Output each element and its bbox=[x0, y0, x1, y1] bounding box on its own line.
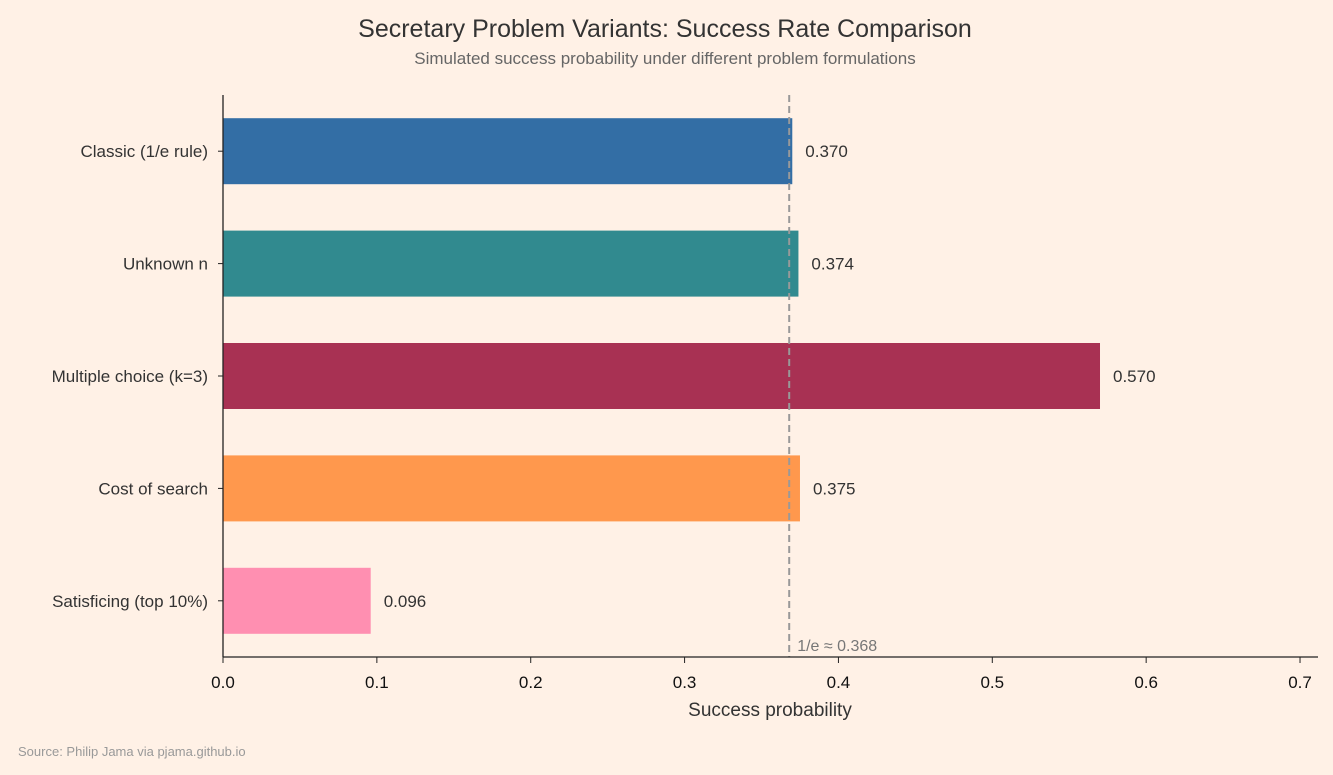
source-note: Source: Philip Jama via pjama.github.io bbox=[18, 744, 246, 759]
y-tick-label: Unknown n bbox=[123, 255, 208, 274]
x-tick-label: 0.7 bbox=[1288, 673, 1312, 692]
data-label: 0.370 bbox=[805, 142, 848, 161]
x-tick-label: 0.5 bbox=[980, 673, 1004, 692]
data-label: 0.096 bbox=[384, 592, 427, 611]
chart-subtitle: Simulated success probability under diff… bbox=[414, 49, 915, 68]
x-tick-label: 0.1 bbox=[365, 673, 389, 692]
x-axis-label: Success probability bbox=[688, 700, 852, 721]
y-tick-label: Cost of search bbox=[98, 479, 208, 498]
data-label: 0.570 bbox=[1113, 367, 1156, 386]
x-tick-label: 0.0 bbox=[211, 673, 235, 692]
bar bbox=[223, 230, 799, 297]
x-tick-label: 0.2 bbox=[519, 673, 543, 692]
y-tick-label: Multiple choice (k=3) bbox=[52, 367, 208, 386]
x-tick-label: 0.4 bbox=[827, 673, 851, 692]
y-tick-label: Classic (1/e rule) bbox=[80, 142, 208, 161]
bar bbox=[223, 455, 800, 522]
data-label: 0.375 bbox=[813, 479, 856, 498]
y-tick-label: Satisficing (top 10%) bbox=[52, 592, 208, 611]
reference-line-label: 1/e ≈ 0.368 bbox=[797, 638, 877, 655]
bar bbox=[223, 118, 793, 185]
data-label: 0.374 bbox=[811, 255, 854, 274]
x-tick-label: 0.3 bbox=[673, 673, 697, 692]
chart-title: Secretary Problem Variants: Success Rate… bbox=[358, 15, 972, 43]
x-tick-label: 0.6 bbox=[1134, 673, 1158, 692]
bar bbox=[223, 343, 1101, 409]
bar bbox=[223, 567, 371, 634]
